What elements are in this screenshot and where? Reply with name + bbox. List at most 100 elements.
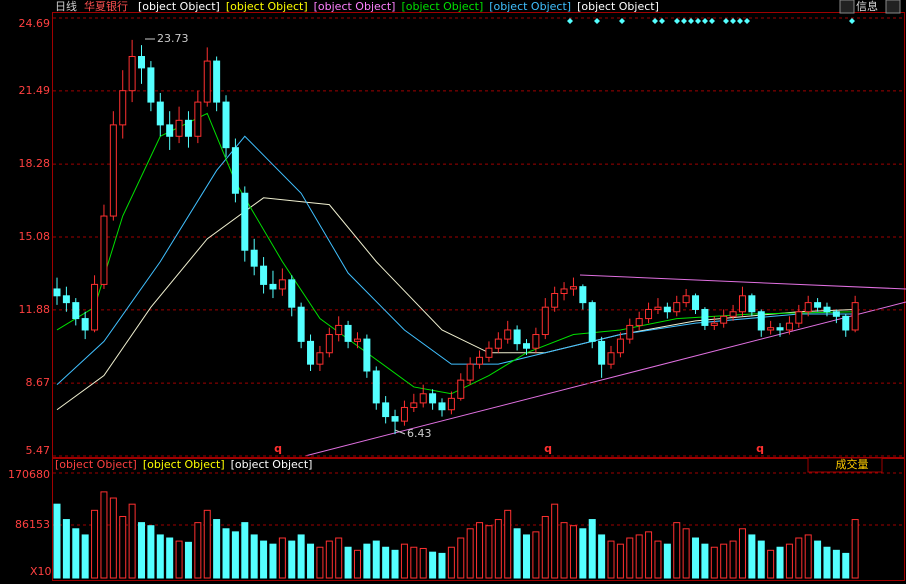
volume-bar <box>400 543 408 579</box>
volume-bar <box>231 531 239 579</box>
candle-body <box>128 56 136 92</box>
volume-bar <box>814 540 822 579</box>
candle-body <box>138 56 146 69</box>
volume-button[interactable] <box>807 457 883 473</box>
candle-body <box>231 147 239 194</box>
volume-bar <box>307 543 315 579</box>
volume-bar <box>138 522 146 579</box>
candle-body <box>466 363 474 381</box>
volume-bar <box>363 543 371 579</box>
volume-bar <box>541 515 549 579</box>
volume-bar <box>757 540 765 579</box>
volume-bar <box>62 519 70 579</box>
volume-bar <box>72 528 80 579</box>
volume-bar <box>109 497 117 579</box>
candle-body <box>804 302 812 313</box>
volume-bar <box>419 547 427 579</box>
volume-bar <box>673 522 681 579</box>
volume-bar <box>213 519 221 579</box>
candle-body <box>316 352 324 365</box>
candle-body <box>72 302 80 320</box>
high-label: 23.73 <box>157 32 189 45</box>
candle-body <box>560 288 568 295</box>
candle-body <box>729 311 737 317</box>
volume-bar <box>494 519 502 579</box>
candle-body <box>692 295 700 310</box>
candle-body <box>551 293 559 308</box>
volume-bar <box>269 543 277 579</box>
volume-bar <box>382 546 390 579</box>
volume-bar <box>842 552 850 579</box>
toolbar-icon[interactable] <box>885 0 901 14</box>
candle-body <box>494 338 502 349</box>
candle-body <box>523 343 530 349</box>
candle-body <box>513 329 521 345</box>
y-tick-label: 11.88 <box>19 303 51 316</box>
ma-line <box>56 135 856 386</box>
volume-bar <box>785 543 793 579</box>
volume-bar <box>429 551 437 579</box>
volume-legend: [object Object] <box>55 458 137 471</box>
y-tick-label: 15.08 <box>19 230 51 243</box>
volume-bar <box>720 543 728 579</box>
volume-legend: [object Object] <box>231 458 313 471</box>
volume-bar <box>607 540 615 579</box>
candle-body <box>795 311 803 324</box>
candle-body <box>635 318 643 326</box>
candle-body <box>532 334 540 349</box>
volume-bar <box>353 549 361 579</box>
volume-frame <box>52 458 905 581</box>
candle-body <box>382 402 390 418</box>
signal-row <box>567 18 855 24</box>
candle-body <box>616 338 624 354</box>
volume-bar <box>457 537 465 579</box>
volume-bar <box>663 543 671 579</box>
volume-bar <box>466 528 474 579</box>
candle-body <box>776 327 784 331</box>
candle-body <box>100 215 108 285</box>
volume-bar <box>823 546 831 579</box>
candle-body <box>720 315 728 324</box>
arrow <box>394 429 406 435</box>
volume-bar <box>598 534 606 579</box>
volume-bar <box>532 531 540 579</box>
candle-body <box>241 192 249 251</box>
volume-bar <box>250 534 258 579</box>
candle-body <box>645 308 653 320</box>
volume-tick-label: 86153 <box>15 518 50 531</box>
ma-legend: [object Object] <box>226 0 308 13</box>
candle-body <box>372 370 380 404</box>
volume-bar <box>288 540 296 579</box>
candle-body <box>701 308 709 326</box>
candle-body <box>429 393 437 404</box>
candle-body <box>213 60 221 103</box>
ma-legend: [object Object] <box>577 0 659 13</box>
candle-body <box>626 324 634 340</box>
candle-body <box>579 286 587 304</box>
volume-button-label[interactable]: 成交量 <box>836 457 869 471</box>
candle-body <box>541 306 549 336</box>
toolbar-info[interactable]: 信息 <box>856 0 878 13</box>
candle-body <box>682 295 690 304</box>
volume-bar <box>128 503 136 579</box>
candle-body <box>269 283 277 290</box>
candle-body <box>400 406 408 422</box>
candle-body <box>260 265 268 285</box>
volume-bar <box>344 546 352 579</box>
candle-body <box>278 279 286 290</box>
candle-body <box>438 402 446 411</box>
volume-bar <box>569 525 577 579</box>
volume-bar <box>119 515 127 579</box>
y-tick-label: 21.49 <box>19 84 51 97</box>
volume-bar <box>504 509 512 579</box>
candle-body <box>457 379 465 399</box>
volume-bar <box>645 531 653 579</box>
volume-bar <box>701 543 709 579</box>
toolbar-icon[interactable] <box>839 0 855 14</box>
volume-bar <box>804 534 812 579</box>
volume-bar <box>100 491 108 579</box>
volume-bar <box>682 528 690 579</box>
candle-body <box>823 306 831 313</box>
candle-body <box>81 318 89 331</box>
